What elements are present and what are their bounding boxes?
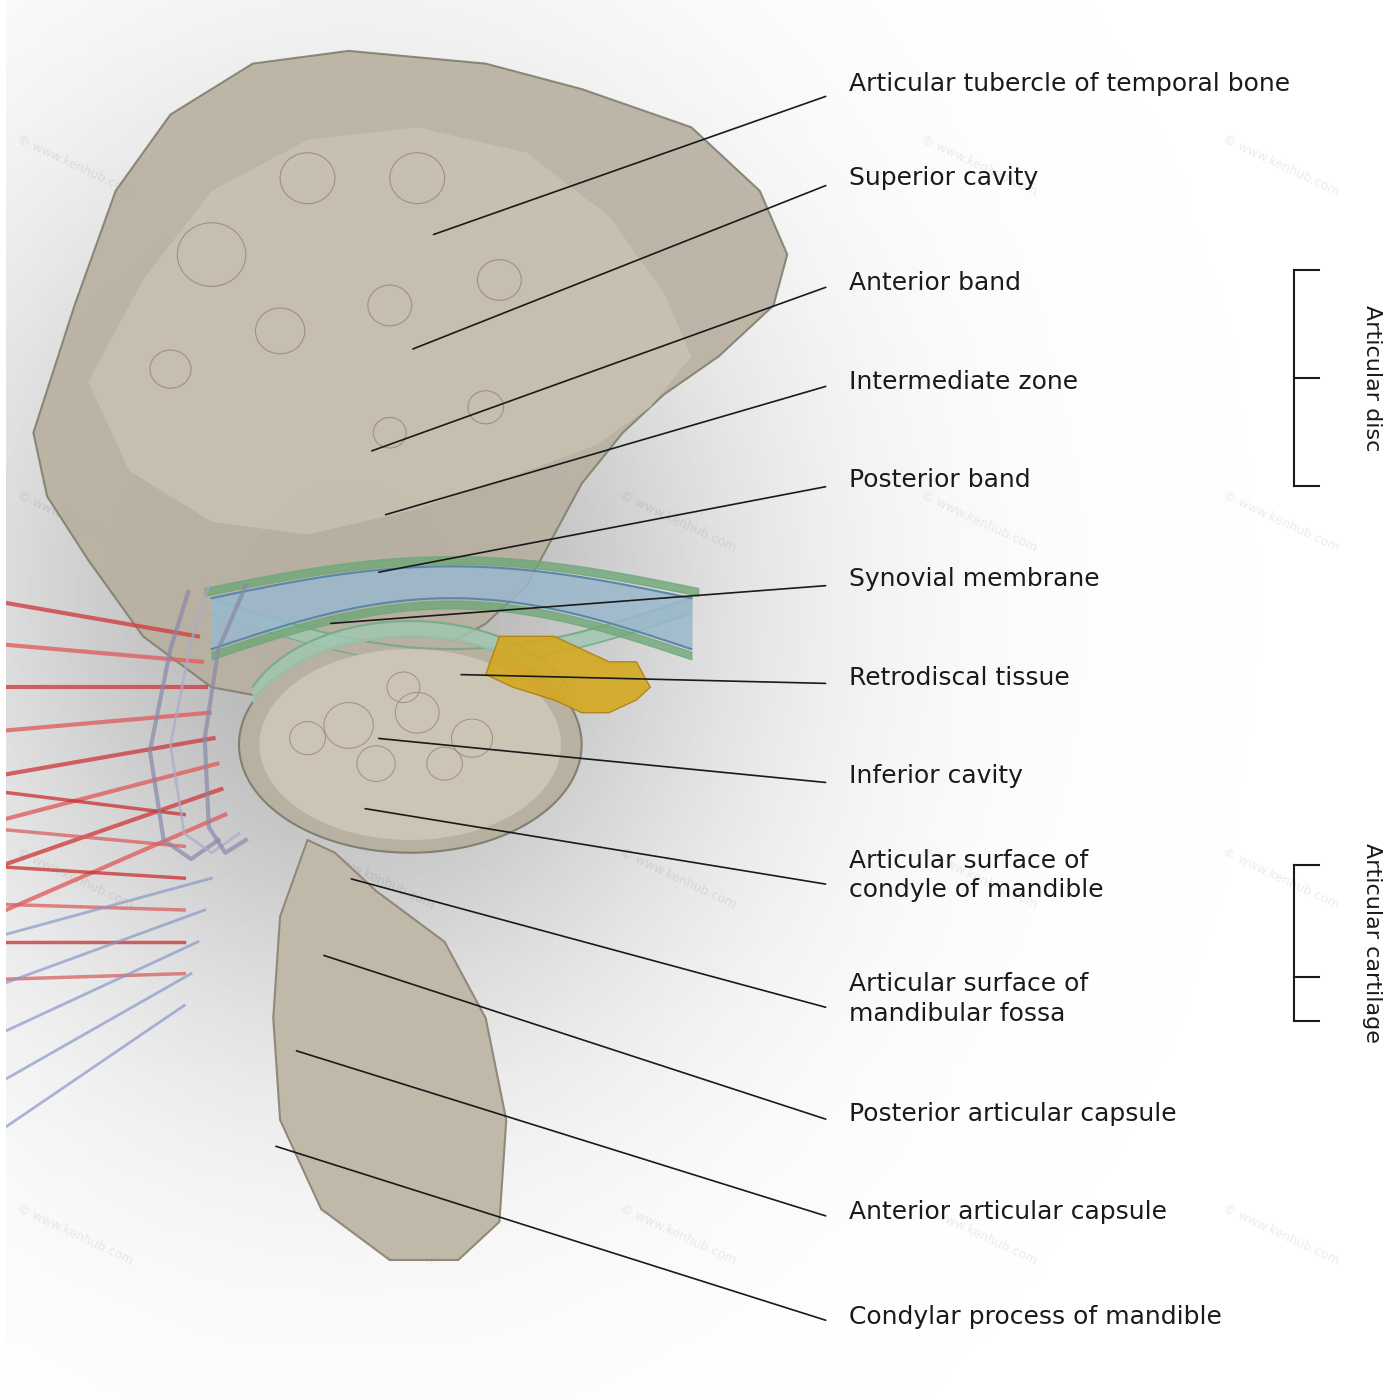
Text: © www.kenhub.com: © www.kenhub.com xyxy=(617,489,738,554)
Text: Articular surface of
mandibular fossa: Articular surface of mandibular fossa xyxy=(848,972,1088,1026)
Text: © www.kenhub.com: © www.kenhub.com xyxy=(617,846,738,911)
Text: Retrodiscal tissue: Retrodiscal tissue xyxy=(848,666,1070,690)
Text: © www.kenhub.com: © www.kenhub.com xyxy=(316,846,437,911)
Text: HUB: HUB xyxy=(1228,1338,1264,1352)
Text: Synovial membrane: Synovial membrane xyxy=(848,567,1099,591)
Text: Inferior cavity: Inferior cavity xyxy=(848,764,1023,788)
Text: © www.kenhub.com: © www.kenhub.com xyxy=(14,846,134,911)
Text: Articular disc: Articular disc xyxy=(1362,305,1382,451)
Text: Articular tubercle of temporal bone: Articular tubercle of temporal bone xyxy=(848,71,1289,97)
Polygon shape xyxy=(34,50,787,700)
Polygon shape xyxy=(259,650,561,840)
Polygon shape xyxy=(239,637,581,853)
Text: Anterior band: Anterior band xyxy=(848,270,1021,294)
Polygon shape xyxy=(88,127,692,535)
Text: © www.kenhub.com: © www.kenhub.com xyxy=(1221,489,1341,554)
Text: © www.kenhub.com: © www.kenhub.com xyxy=(1221,1201,1341,1267)
Text: © www.kenhub.com: © www.kenhub.com xyxy=(316,489,437,554)
Text: © www.kenhub.com: © www.kenhub.com xyxy=(918,133,1039,199)
Polygon shape xyxy=(273,840,507,1260)
Text: Anterior articular capsule: Anterior articular capsule xyxy=(848,1200,1168,1224)
Text: © www.kenhub.com: © www.kenhub.com xyxy=(316,1201,437,1267)
Text: KEN: KEN xyxy=(1229,1312,1263,1327)
Text: © www.kenhub.com: © www.kenhub.com xyxy=(316,133,437,199)
Text: © www.kenhub.com: © www.kenhub.com xyxy=(918,846,1039,911)
Text: © www.kenhub.com: © www.kenhub.com xyxy=(918,1201,1039,1267)
Text: © www.kenhub.com: © www.kenhub.com xyxy=(14,1201,134,1267)
Text: © www.kenhub.com: © www.kenhub.com xyxy=(617,133,738,199)
Text: Condylar process of mandible: Condylar process of mandible xyxy=(848,1305,1222,1329)
Text: © www.kenhub.com: © www.kenhub.com xyxy=(14,489,134,554)
Text: © www.kenhub.com: © www.kenhub.com xyxy=(918,489,1039,554)
Text: © www.kenhub.com: © www.kenhub.com xyxy=(617,1201,738,1267)
Text: Articular cartilage: Articular cartilage xyxy=(1362,843,1382,1043)
Text: © www.kenhub.com: © www.kenhub.com xyxy=(1221,846,1341,911)
Text: Intermediate zone: Intermediate zone xyxy=(848,370,1078,393)
Text: © www.kenhub.com: © www.kenhub.com xyxy=(1221,133,1341,199)
Text: Articular surface of
condyle of mandible: Articular surface of condyle of mandible xyxy=(848,848,1103,903)
Polygon shape xyxy=(486,637,650,713)
Text: Posterior band: Posterior band xyxy=(848,468,1030,491)
Text: © www.kenhub.com: © www.kenhub.com xyxy=(14,133,134,199)
Text: Posterior articular capsule: Posterior articular capsule xyxy=(848,1102,1176,1126)
Text: Superior cavity: Superior cavity xyxy=(848,167,1039,190)
